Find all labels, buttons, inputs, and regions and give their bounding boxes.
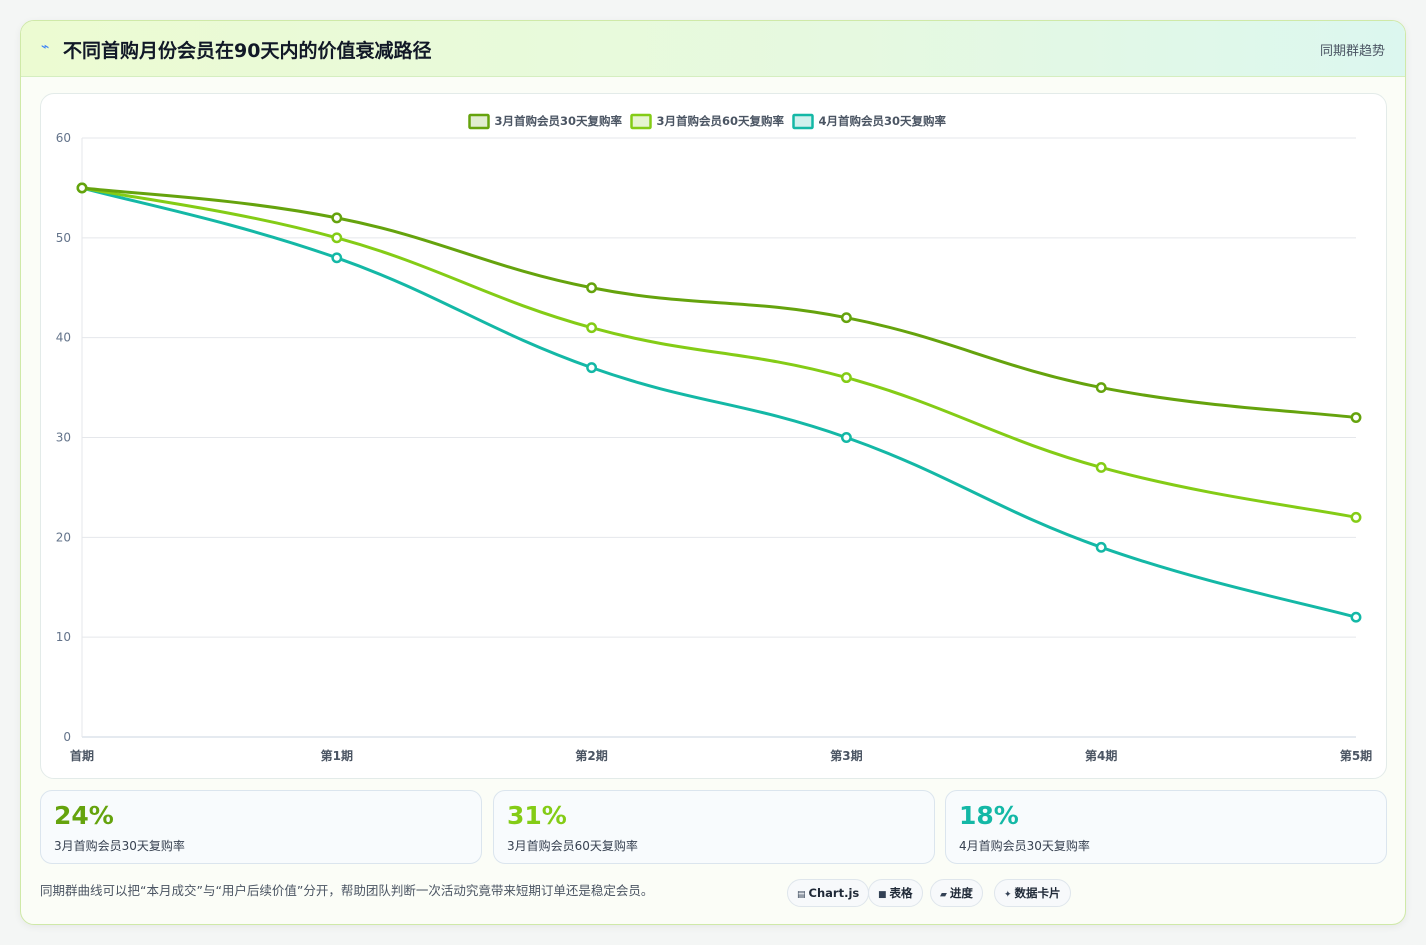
chip-label: 进度 — [949, 886, 973, 900]
series-line — [80, 186, 1358, 420]
legend-swatch — [630, 113, 652, 130]
legend-label: 3月首购会员30天复购率 — [495, 114, 623, 128]
card-icon: ✦ — [1004, 890, 1012, 900]
data-point — [76, 182, 88, 194]
y-tick-label: 40 — [56, 331, 71, 345]
y-tick-label: 20 — [56, 530, 71, 544]
data-point — [331, 212, 343, 224]
kpi-card: 18% 4月首购会员30天复购率 — [945, 790, 1387, 864]
footer-note: 同期群曲线可以把“本月成交”与“用户后续价值”分开，帮助团队判断一次活动究竟带来… — [40, 883, 654, 898]
data-point — [586, 282, 598, 294]
data-point — [840, 372, 852, 384]
chart-icon: ▤ — [797, 890, 806, 900]
kpi-label: 3月首购会员30天复购率 — [54, 839, 185, 853]
cohort-trend-tag: 同期群趋势 — [1319, 44, 1385, 59]
kpi-value: 31% — [507, 801, 567, 830]
data-point — [1350, 511, 1362, 523]
data-point — [1095, 541, 1107, 553]
kpi-row: 24% 3月首购会员30天复购率 31% 3月首购会员60天复购率 18% 4月… — [40, 790, 1388, 864]
data-card-chip[interactable]: ✦ 数据卡片 — [994, 879, 1071, 907]
kpi-label: 4月首购会员30天复购率 — [959, 839, 1090, 853]
kpi-label: 3月首购会员60天复购率 — [507, 839, 638, 853]
y-tick-label: 60 — [56, 131, 71, 145]
x-tick-label: 第1期 — [321, 748, 353, 763]
line-chart: 0 10 20 30 40 50 60 首期 第1期 第2期 第3期 第4期 第5期 3月首购会员30天复… — [56, 113, 1372, 763]
table-chip[interactable]: ■ 表格 — [868, 879, 923, 907]
x-tick-label: 第2期 — [575, 748, 607, 763]
legend-label: 3月首购会员60天复购率 — [657, 114, 785, 128]
legend-swatch — [792, 113, 814, 130]
series-line — [80, 186, 1358, 519]
kpi-card: 24% 3月首购会员30天复购率 — [40, 790, 482, 864]
x-tick-label: 第4期 — [1085, 748, 1117, 763]
x-tick-label: 首期 — [70, 748, 94, 763]
legend-swatch — [468, 113, 490, 130]
data-point — [1095, 382, 1107, 394]
data-point — [586, 362, 598, 374]
chip-label: 表格 — [889, 886, 913, 900]
data-point — [840, 312, 852, 324]
data-point — [1350, 412, 1362, 423]
chartjs-chip[interactable]: ▤ Chart.js — [787, 879, 870, 907]
sparkle-icon: ⌁ — [41, 39, 50, 55]
series-line — [80, 186, 1358, 619]
chip-label: Chart.js — [808, 886, 860, 900]
kpi-card: 31% 3月首购会员60天复购率 — [493, 790, 935, 864]
y-tick-label: 50 — [56, 231, 71, 245]
chart-panel: 0 10 20 30 40 50 60 首期 第1期 第2期 第3期 第4期 第5期 3月首购会员30天复… — [40, 93, 1387, 779]
y-tick-label: 0 — [63, 730, 71, 744]
table-icon: ■ — [878, 890, 887, 900]
data-point — [331, 252, 343, 264]
x-tick-label: 第5期 — [1340, 748, 1372, 763]
data-point — [840, 432, 852, 443]
kpi-value: 18% — [959, 801, 1019, 830]
kpi-value: 24% — [54, 801, 114, 830]
legend-label: 4月首购会员30天复购率 — [819, 114, 947, 128]
progress-chip[interactable]: ▰ 进度 — [930, 879, 983, 907]
y-tick-label: 10 — [56, 630, 71, 644]
data-point — [1350, 611, 1362, 623]
data-point — [1095, 462, 1107, 473]
card-title: 不同首购月份会员在90天内的价值衰减路径 — [63, 40, 432, 62]
progress-icon: ▰ — [940, 890, 947, 900]
chart-card: ⌁ 不同首购月份会员在90天内的价值衰减路径 同期群趋势 0 10 20 30 40 50… — [20, 20, 1406, 925]
x-tick-label: 第3期 — [830, 748, 862, 763]
card-header: ⌁ 不同首购月份会员在90天内的价值衰减路径 同期群趋势 — [21, 21, 1405, 77]
data-point — [331, 232, 343, 244]
y-tick-label: 30 — [56, 431, 71, 445]
data-point — [586, 322, 598, 334]
chip-label: 数据卡片 — [1014, 886, 1061, 900]
